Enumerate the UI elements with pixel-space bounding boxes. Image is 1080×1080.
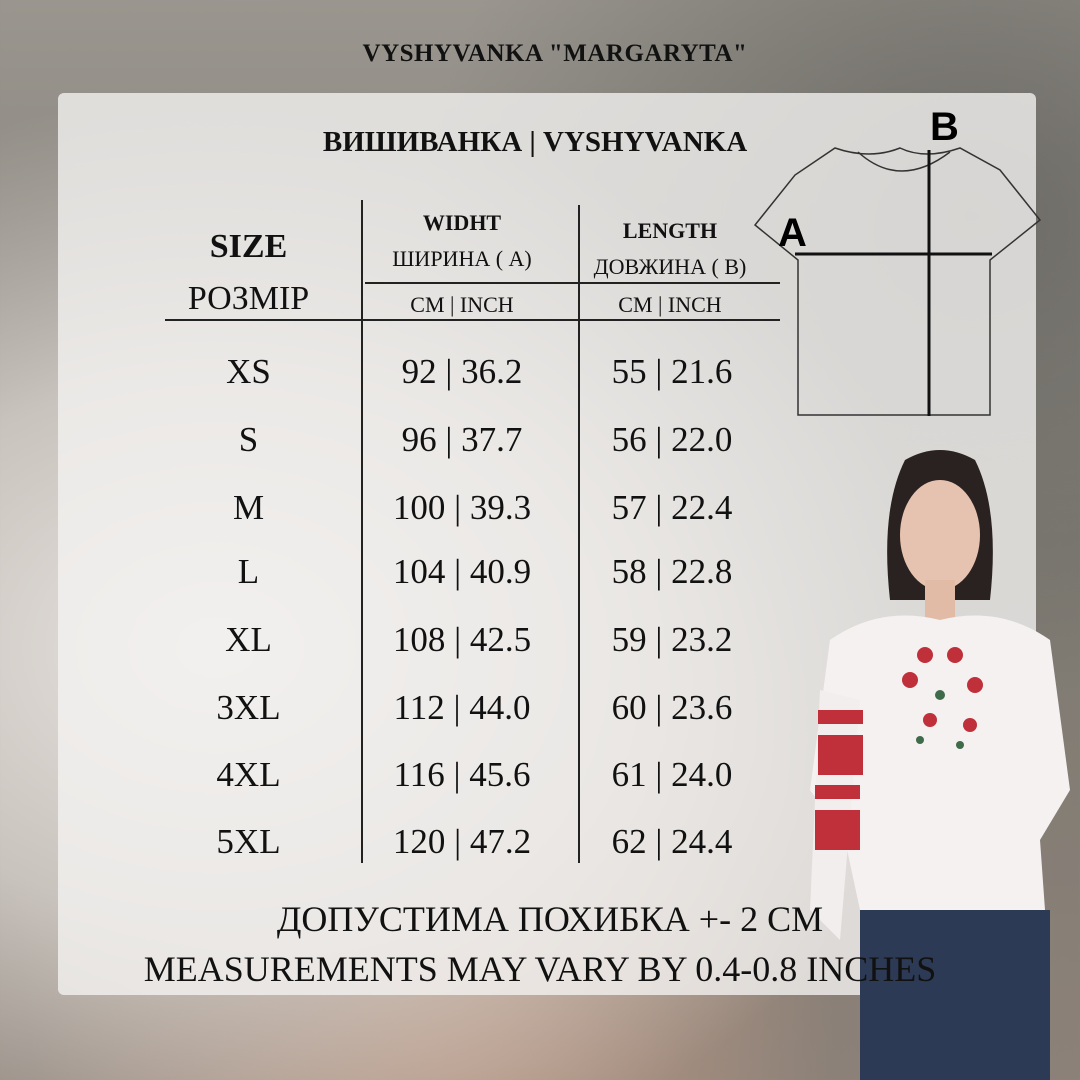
product-title: VYSHYVANKA "MARGARYTA" (362, 40, 748, 67)
row-length-cell: 58 | 22.8 (611, 552, 733, 591)
length-units: CM | INCH (618, 292, 722, 317)
tolerance-note-ua: ДОПУСТИМА ПОХИБКА +- 2 СМ (276, 899, 824, 939)
row-width-cell: 104 | 40.9 (392, 552, 532, 591)
row-length-cell: 55 | 21.6 (611, 352, 733, 391)
row-width-cell: 92 | 36.2 (401, 352, 523, 391)
units-divider (365, 282, 780, 284)
row-size-cell: S (238, 420, 259, 459)
tolerance-note-en: MEASUREMENTS MAY VARY BY 0.4-0.8 INCHES (143, 949, 937, 989)
model-photo (810, 450, 1070, 1080)
row-width-cell: 96 | 37.7 (401, 420, 523, 459)
header-divider (165, 319, 780, 321)
size-header-en: SIZE (209, 228, 288, 265)
column-divider (578, 205, 580, 863)
size-header-ua: РОЗМІР (187, 280, 310, 317)
row-length-cell: 56 | 22.0 (611, 420, 733, 459)
label-b: B (930, 105, 959, 149)
width-header-en: WIDHT (422, 210, 502, 235)
row-size-cell: L (237, 552, 260, 591)
embroidered-blouse (810, 615, 1070, 910)
panel-heading: ВИШИВАНКА | VYSHYVANKA (322, 126, 748, 158)
row-size-cell: 4XL (216, 755, 281, 794)
row-width-cell: 100 | 39.3 (392, 488, 532, 527)
row-width-cell: 120 | 47.2 (392, 822, 532, 861)
row-length-cell: 60 | 23.6 (611, 688, 733, 727)
length-header-ua: ДОВЖИНА ( В) (593, 254, 747, 279)
row-length-cell: 57 | 22.4 (611, 488, 733, 527)
row-width-cell: 116 | 45.6 (393, 755, 531, 794)
row-size-cell: 5XL (216, 822, 281, 861)
label-a: A (778, 211, 807, 255)
row-width-cell: 112 | 44.0 (393, 688, 531, 727)
row-length-cell: 61 | 24.0 (611, 755, 733, 794)
width-header-ua: ШИРИНА ( А) (392, 246, 532, 271)
tshirt-outline (753, 147, 1042, 416)
row-length-cell: 62 | 24.4 (611, 822, 733, 861)
row-length-cell: 59 | 23.2 (611, 620, 733, 659)
jeans (860, 910, 1050, 1080)
width-units: CM | INCH (410, 292, 514, 317)
length-header-en: LENGTH (622, 218, 718, 243)
column-divider (361, 200, 363, 863)
row-size-cell: XL (225, 620, 272, 659)
tshirt-diagram: B A (753, 105, 1042, 416)
row-size-cell: XS (226, 352, 271, 391)
row-size-cell: 3XL (216, 688, 281, 727)
row-width-cell: 108 | 42.5 (392, 620, 532, 659)
row-size-cell: M (232, 488, 265, 527)
